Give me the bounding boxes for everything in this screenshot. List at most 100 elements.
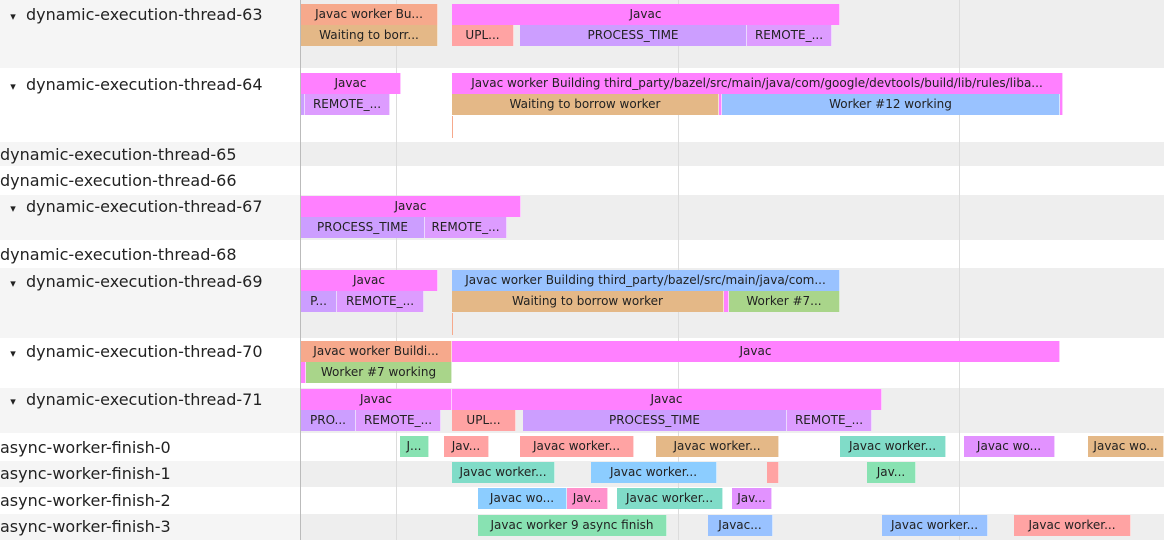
slice-waiting-to-borrow-worker[interactable]: Waiting to borrow worker [452, 94, 719, 115]
slice-javac-worker[interactable]: Javac worker... [1014, 515, 1131, 536]
track-title[interactable]: async-worker-finish-2 [0, 491, 171, 511]
track-label-row[interactable]: ▾ dynamic-execution-thread-71 [0, 388, 300, 433]
slice-worker-7-working[interactable]: Worker #7 working [306, 362, 452, 383]
chevron-down-icon[interactable]: ▾ [10, 202, 16, 215]
track-row [301, 142, 1164, 166]
slice-remote[interactable]: REMOTE_... [356, 410, 441, 431]
slice-jav[interactable]: Jav... [867, 462, 916, 483]
slice-javac-worker-9-async-finish[interactable]: Javac worker 9 async finish [478, 515, 667, 536]
slice-javac-worker-bu[interactable]: Javac worker Bu... [301, 4, 438, 25]
chevron-down-icon[interactable]: ▾ [10, 277, 16, 290]
slice-jav[interactable]: Jav... [567, 488, 608, 509]
track-title[interactable]: dynamic-execution-thread-66 [0, 171, 237, 191]
track-name: dynamic-execution-thread-65 [0, 145, 237, 164]
slice-javac[interactable]: Javac [452, 341, 1060, 362]
track-title[interactable]: ▾ dynamic-execution-thread-71 [0, 390, 262, 412]
track-name: async-worker-finish-0 [0, 438, 171, 457]
track-name: dynamic-execution-thread-63 [26, 5, 263, 24]
slice-remote[interactable]: REMOTE_... [337, 291, 424, 312]
slice-javac[interactable]: Javac... [708, 515, 773, 536]
slice-javac-worker-building-third-party-bazel-src-main-java-com-google-devtools-build-lib-rules-liba[interactable]: Javac worker Building third_party/bazel/… [452, 73, 1063, 94]
track-title[interactable]: dynamic-execution-thread-65 [0, 145, 237, 165]
track-title[interactable]: ▾ dynamic-execution-thread-70 [0, 342, 263, 364]
track-name: dynamic-execution-thread-68 [0, 245, 237, 264]
slice-unlabeled[interactable] [301, 94, 305, 115]
slice-javac-worker[interactable]: Javac worker... [452, 462, 555, 483]
slice-unlabeled[interactable] [301, 362, 306, 383]
track-title[interactable]: ▾ dynamic-execution-thread-69 [0, 272, 263, 294]
slice-javac-wo[interactable]: Javac wo... [1088, 436, 1164, 457]
slice-jav[interactable]: Jav... [444, 436, 489, 457]
track-label-row[interactable]: ▾ dynamic-execution-thread-63 [0, 0, 300, 68]
track-label-row[interactable]: ▾ dynamic-execution-thread-67 [0, 195, 300, 240]
track-name: dynamic-execution-thread-70 [26, 342, 263, 361]
track-name: async-worker-finish-1 [0, 464, 171, 483]
slice-javac[interactable]: Javac [452, 389, 882, 410]
slice-javac-worker-building-third-party-bazel-src-main-java-com[interactable]: Javac worker Building third_party/bazel/… [452, 270, 840, 291]
slice-javac[interactable]: Javac [452, 4, 840, 25]
slice-worker-7[interactable]: Worker #7... [729, 291, 840, 312]
slice-javac[interactable]: Javac [301, 389, 452, 410]
track-title[interactable]: async-worker-finish-0 [0, 438, 171, 458]
slice-javac-worker[interactable]: Javac worker... [840, 436, 946, 457]
track-row [301, 461, 1164, 487]
slice-waiting-to-borrow-worker[interactable]: Waiting to borrow worker [452, 291, 724, 312]
chevron-down-icon[interactable]: ▾ [10, 80, 16, 93]
track-title[interactable]: ▾ dynamic-execution-thread-64 [0, 75, 262, 97]
slice-remote[interactable]: REMOTE_... [305, 94, 390, 115]
slice-javac-worker-buildi[interactable]: Javac worker Buildi... [301, 341, 452, 362]
track-label-row[interactable]: async-worker-finish-2 [0, 487, 300, 514]
flow-marker [452, 116, 453, 138]
track-name: async-worker-finish-3 [0, 517, 171, 536]
slice-process-time[interactable]: PROCESS_TIME [520, 25, 747, 46]
track-label-row[interactable]: async-worker-finish-1 [0, 461, 300, 487]
slice-javac[interactable]: Javac [301, 73, 401, 94]
slice-waiting-to-borr[interactable]: Waiting to borr... [301, 25, 438, 46]
slice-p[interactable]: P... [301, 291, 337, 312]
track-name: dynamic-execution-thread-67 [26, 197, 263, 216]
track-label-row[interactable]: dynamic-execution-thread-65 [0, 142, 300, 166]
track-title[interactable]: async-worker-finish-1 [0, 464, 171, 484]
track-label-row[interactable]: async-worker-finish-0 [0, 433, 300, 461]
track-label-row[interactable]: ▾ dynamic-execution-thread-64 [0, 68, 300, 142]
timeline-canvas[interactable]: Javac worker Bu... Javac Waiting to borr..… [301, 0, 1164, 540]
slice-javac-worker[interactable]: Javac worker... [617, 488, 723, 509]
slice-remote[interactable]: REMOTE_... [747, 25, 832, 46]
chevron-down-icon[interactable]: ▾ [10, 10, 16, 23]
slice-remote[interactable]: REMOTE_... [425, 217, 507, 238]
slice-javac-worker[interactable]: Javac worker... [882, 515, 988, 536]
track-label-row[interactable]: ▾ dynamic-execution-thread-69 [0, 268, 300, 338]
track-title[interactable]: ▾ dynamic-execution-thread-67 [0, 197, 263, 219]
slice-worker-12-working[interactable]: Worker #12 working [722, 94, 1060, 115]
track-row [301, 240, 1164, 268]
slice-javac[interactable]: Javac [301, 270, 438, 291]
slice-unlabeled[interactable] [724, 291, 729, 312]
track-label-row[interactable]: ▾ dynamic-execution-thread-70 [0, 338, 300, 388]
slice-javac[interactable]: Javac [301, 196, 521, 217]
track-title[interactable]: ▾ dynamic-execution-thread-63 [0, 5, 263, 27]
track-title[interactable]: dynamic-execution-thread-68 [0, 245, 237, 265]
slice-javac-wo[interactable]: Javac wo... [964, 436, 1055, 457]
slice-process-time[interactable]: PROCESS_TIME [523, 410, 787, 431]
slice-process-time[interactable]: PROCESS_TIME [301, 217, 425, 238]
slice-upl[interactable]: UPL... [452, 410, 516, 431]
slice-javac-wo[interactable]: Javac wo... [478, 488, 567, 509]
track-name: dynamic-execution-thread-69 [26, 272, 263, 291]
slice-pro[interactable]: PRO... [301, 410, 356, 431]
track-label-row[interactable]: dynamic-execution-thread-66 [0, 166, 300, 195]
slice-unlabeled[interactable] [719, 94, 722, 115]
slice-jav[interactable]: Jav... [732, 488, 772, 509]
slice-javac-worker[interactable]: Javac worker... [656, 436, 779, 457]
track-label-row[interactable]: dynamic-execution-thread-68 [0, 240, 300, 268]
slice-javac-worker[interactable]: Javac worker... [520, 436, 634, 457]
slice-unlabeled[interactable] [767, 462, 779, 483]
slice-unlabeled[interactable] [1060, 94, 1063, 115]
chevron-down-icon[interactable]: ▾ [10, 395, 16, 408]
slice-j[interactable]: J... [400, 436, 429, 457]
track-title[interactable]: async-worker-finish-3 [0, 517, 171, 537]
slice-upl[interactable]: UPL... [452, 25, 514, 46]
track-label-row[interactable]: async-worker-finish-3 [0, 514, 300, 540]
chevron-down-icon[interactable]: ▾ [10, 347, 16, 360]
slice-javac-worker[interactable]: Javac worker... [591, 462, 717, 483]
slice-remote[interactable]: REMOTE_... [787, 410, 872, 431]
